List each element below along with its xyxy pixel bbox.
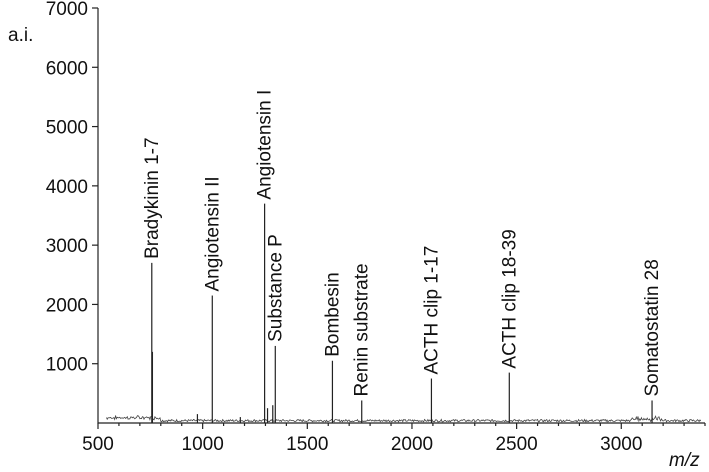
- x-axis-label: m/z: [669, 450, 700, 471]
- x-tick-label: 2500: [495, 434, 537, 455]
- peaks-layer: [106, 203, 702, 423]
- x-tick-label: 500: [82, 434, 114, 455]
- axes-layer: [97, 8, 705, 424]
- peak-label: Substance P: [265, 234, 286, 342]
- x-tick-label: 1500: [286, 434, 328, 455]
- y-tick-label: 1000: [46, 355, 88, 376]
- y-tick-label: 3000: [46, 236, 88, 257]
- x-tick-label: 1000: [182, 434, 224, 455]
- x-tick-label: 2000: [391, 434, 433, 455]
- ticks-layer: 1000 2000 3000 4000 5000 6000 7000 500 1000 1500 2…: [46, 0, 706, 455]
- peak-label: ACTH clip 1-17: [421, 246, 442, 375]
- peak-label: Somatostatin 28: [642, 259, 663, 396]
- peak-label: Angiotensin II: [202, 176, 223, 291]
- y-tick-label: 2000: [46, 295, 88, 316]
- y-tick-label: 4000: [46, 177, 88, 198]
- y-axis-label: a.i.: [8, 25, 33, 46]
- x-tick-label: 3000: [600, 434, 642, 455]
- peak-labels-layer: Bradykinin 1-7 Angiotensin II Angiotensin …: [142, 90, 663, 397]
- peak-label: Angiotensin I: [255, 90, 276, 200]
- peak-label: ACTH clip 18-39: [499, 229, 520, 368]
- axis-frame: [97, 8, 705, 424]
- y-tick-label: 7000: [46, 0, 88, 20]
- peak-label: Renin substrate: [352, 263, 373, 396]
- spectrum-baseline: [106, 415, 702, 423]
- peak-label: Bradykinin 1-7: [142, 137, 163, 258]
- y-tick-label: 6000: [46, 58, 88, 79]
- peak-label: Bombesin: [322, 272, 343, 357]
- y-tick-label: 5000: [46, 118, 88, 139]
